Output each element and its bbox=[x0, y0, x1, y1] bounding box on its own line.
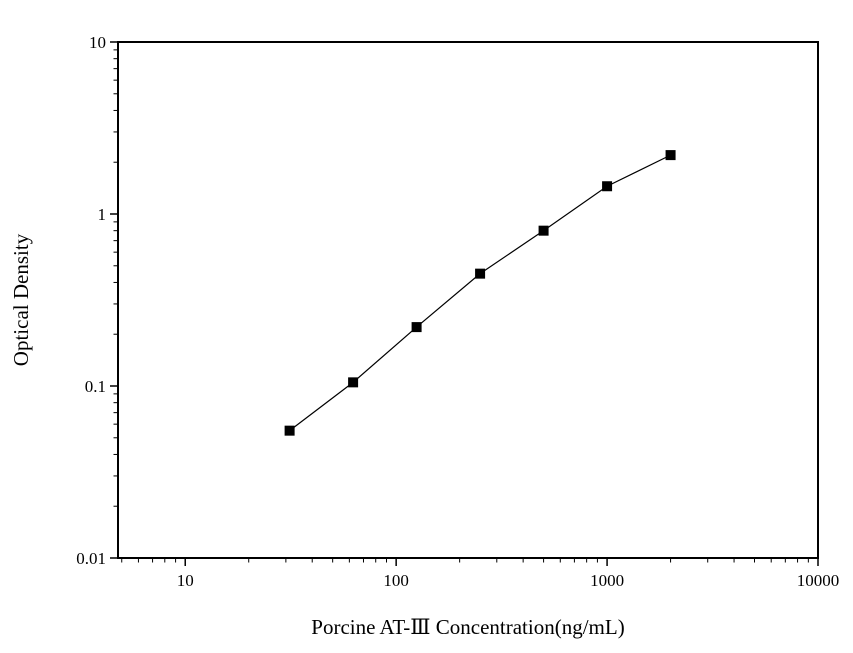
data-point-marker bbox=[665, 150, 676, 161]
data-point-marker bbox=[602, 181, 613, 192]
x-tick-label: 1000 bbox=[590, 571, 624, 590]
data-point-marker bbox=[284, 425, 295, 436]
data-point-marker bbox=[411, 322, 422, 333]
x-axis-label: Porcine AT-Ⅲ Concentration(ng/mL) bbox=[311, 615, 624, 639]
y-tick-label: 1 bbox=[98, 205, 107, 224]
y-tick-label: 0.01 bbox=[76, 549, 106, 568]
y-tick-label: 10 bbox=[89, 33, 106, 52]
plot-generated-group: 10 100 1000 10000 0.01 0.1 1 10 bbox=[76, 33, 839, 590]
data-point-marker bbox=[475, 268, 486, 279]
y-axis-label: Optical Density bbox=[9, 233, 33, 366]
data-point-marker bbox=[348, 377, 359, 388]
data-point-marker bbox=[538, 225, 549, 236]
x-tick-label: 10 bbox=[177, 571, 194, 590]
plot-frame bbox=[117, 41, 819, 559]
series-line bbox=[289, 154, 671, 432]
x-tick-label: 10000 bbox=[797, 571, 840, 590]
x-tick-label: 100 bbox=[383, 571, 409, 590]
y-tick-label: 0.1 bbox=[85, 377, 106, 396]
